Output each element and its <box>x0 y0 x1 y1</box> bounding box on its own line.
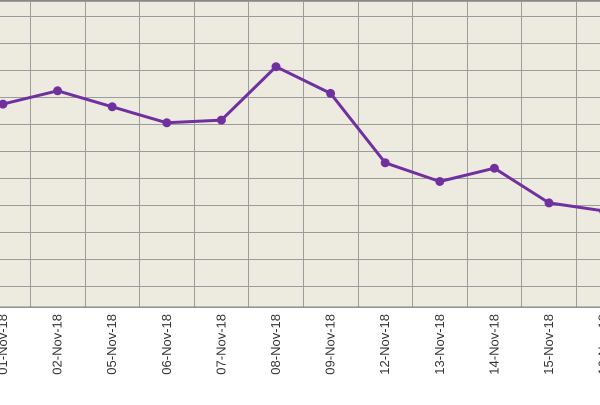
data-point <box>380 158 390 168</box>
data-point <box>489 163 499 173</box>
data-point <box>0 99 8 109</box>
series-layer <box>0 62 600 214</box>
x-tick-label: 14-Nov-18 <box>486 314 501 375</box>
data-point <box>326 88 336 98</box>
x-tick-label: 12-Nov-18 <box>377 314 392 375</box>
x-tick-labels: 01-Nov-18 02-Nov-18 05-Nov-18 06-Nov-18 07-N… <box>0 314 600 375</box>
data-point <box>435 177 445 186</box>
x-tick-label: 09-Nov-18 <box>323 314 338 375</box>
x-tick-label: 05-Nov-18 <box>104 314 119 375</box>
data-point <box>216 115 226 125</box>
x-tick-label: 16-Nov-18 <box>596 314 600 375</box>
vertical-gridlines <box>30 0 577 307</box>
data-point <box>53 86 63 96</box>
data-point <box>544 198 554 208</box>
x-tick-label: 02-Nov-18 <box>50 314 65 375</box>
plot-area <box>0 0 600 307</box>
data-point <box>271 62 281 72</box>
x-tick-label: 08-Nov-18 <box>268 314 283 375</box>
data-point <box>107 102 117 112</box>
x-tick-label: 06-Nov-18 <box>159 314 174 375</box>
x-tick-label: 07-Nov-18 <box>213 314 228 375</box>
series-line <box>2 65 600 212</box>
x-tick-label: 01-Nov-18 <box>0 314 10 375</box>
x-tick-label: 13-Nov-18 <box>432 314 447 375</box>
x-tick-label: 15-Nov-18 <box>541 314 556 375</box>
data-point <box>162 118 172 128</box>
